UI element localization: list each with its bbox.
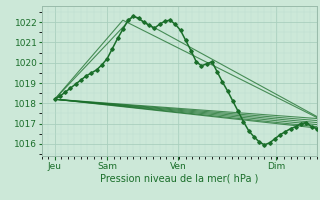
X-axis label: Pression niveau de la mer( hPa ): Pression niveau de la mer( hPa ) [100,173,258,183]
